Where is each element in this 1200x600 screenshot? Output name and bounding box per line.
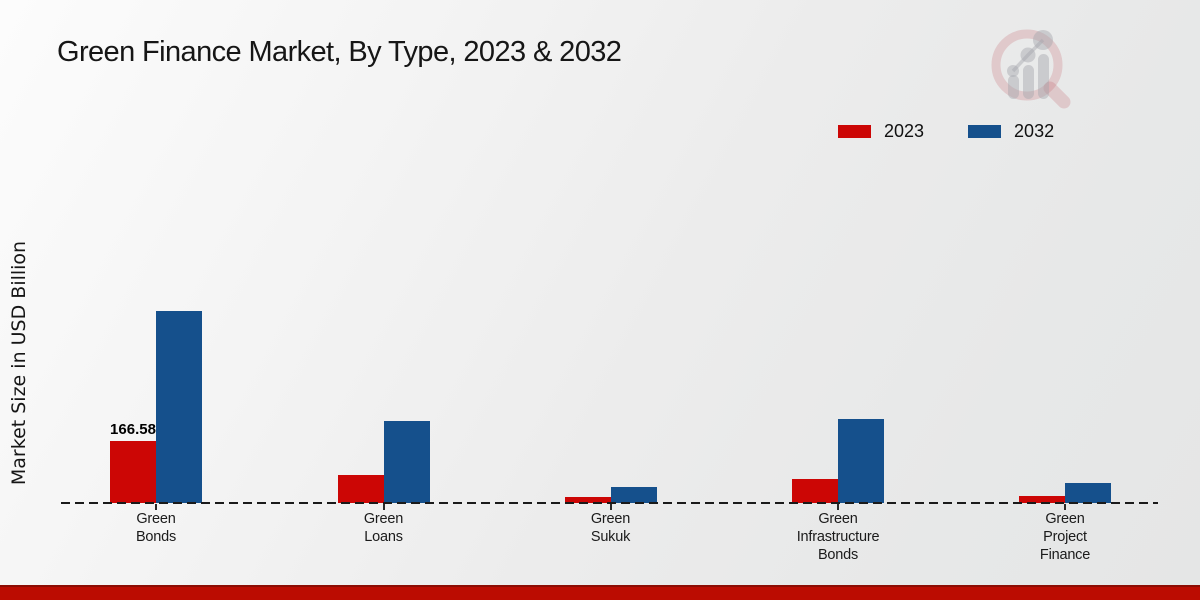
bottom-red-strip [0, 585, 1200, 600]
bar-2023-green-infrastructure-bonds [792, 479, 838, 503]
x-axis-tick [837, 504, 839, 510]
bar-2023-green-sukuk [564, 497, 611, 503]
legend-swatch-2023 [838, 125, 871, 138]
bar-2032-green-bonds [156, 310, 202, 503]
category-label-green-loans: Green Loans [363, 511, 404, 545]
category-label-green-project-finance: Green Project Finance [1039, 511, 1091, 563]
legend-label-2023: 2023 [884, 121, 925, 141]
bar-2023-green-project-finance [1019, 496, 1065, 503]
x-axis-tick [1064, 504, 1066, 510]
bar-2032-green-sukuk [610, 487, 657, 503]
category-label-green-sukuk: Green Sukuk [590, 511, 631, 545]
bar-2032-green-infrastructure-bonds [838, 418, 884, 503]
legend: 2023 2032 [838, 121, 1054, 142]
x-axis-tick [609, 504, 612, 510]
chart-title: Green Finance Market, By Type, 2023 & 20… [57, 36, 622, 68]
legend-swatch-2032 [968, 125, 1002, 138]
legend-item-2032: 2032 [968, 121, 1054, 142]
bar-2023-green-bonds [110, 441, 156, 503]
bar-2032-green-loans [383, 421, 430, 503]
category-label-green-infrastructure-bonds: Green Infrastructure Bonds [796, 511, 880, 563]
x-axis-tick [155, 504, 157, 510]
bar-2023-green-loans [337, 475, 384, 503]
magnifier-chart-logo-icon [991, 29, 1071, 109]
bar-2032-green-project-finance [1065, 482, 1111, 503]
legend-item-2023: 2023 [838, 121, 924, 142]
x-axis-tick [382, 504, 385, 510]
value-label-2023-green-bonds: 166.58 [110, 421, 156, 438]
x-axis-baseline [61, 502, 1158, 504]
category-label-green-bonds: Green Bonds [135, 511, 177, 545]
legend-label-2032: 2032 [1014, 121, 1055, 141]
